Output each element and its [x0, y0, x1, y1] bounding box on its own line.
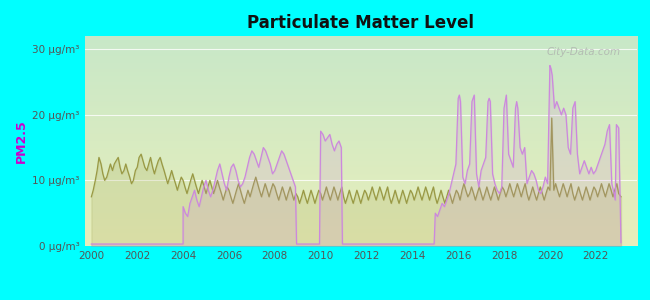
- Title: Particulate Matter Level: Particulate Matter Level: [247, 14, 474, 32]
- Text: City-Data.com: City-Data.com: [546, 46, 620, 56]
- Y-axis label: PM2.5: PM2.5: [15, 119, 28, 163]
- Legend: Notus, ID, US: Notus, ID, US: [284, 298, 437, 300]
